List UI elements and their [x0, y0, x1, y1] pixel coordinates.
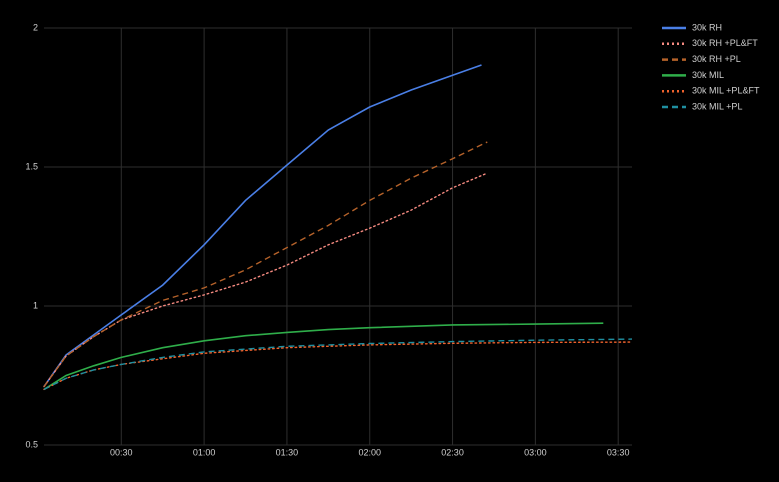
x-tick-label: 02:00 — [358, 447, 381, 457]
x-tick-label: 03:00 — [524, 447, 547, 457]
series-line — [43, 172, 488, 388]
legend-label: 30k RH +PL&FT — [692, 38, 758, 48]
series-line — [43, 338, 633, 391]
x-tick-label: 03:30 — [607, 447, 630, 457]
x-tick-label: 00:30 — [110, 447, 133, 457]
y-tick-label: 1 — [33, 300, 38, 310]
legend-label: 30k MIL +PL — [692, 101, 742, 111]
x-tick-label: 02:30 — [441, 447, 464, 457]
y-tick-label: 1.5 — [25, 161, 38, 171]
series-line — [43, 322, 604, 391]
y-tick-label: 2 — [33, 22, 38, 32]
x-tick-label: 01:00 — [193, 447, 216, 457]
legend-label: 30k MIL +PL&FT — [692, 86, 760, 96]
legend-label: 30k MIL — [692, 70, 724, 80]
series-line — [43, 64, 482, 388]
y-tick-label: 0.5 — [25, 439, 38, 449]
legend-label: 30k RH +PL — [692, 54, 741, 64]
series-line — [43, 341, 633, 391]
x-tick-label: 01:30 — [276, 447, 299, 457]
series-line — [43, 141, 488, 388]
legend-label: 30k RH — [692, 22, 722, 32]
